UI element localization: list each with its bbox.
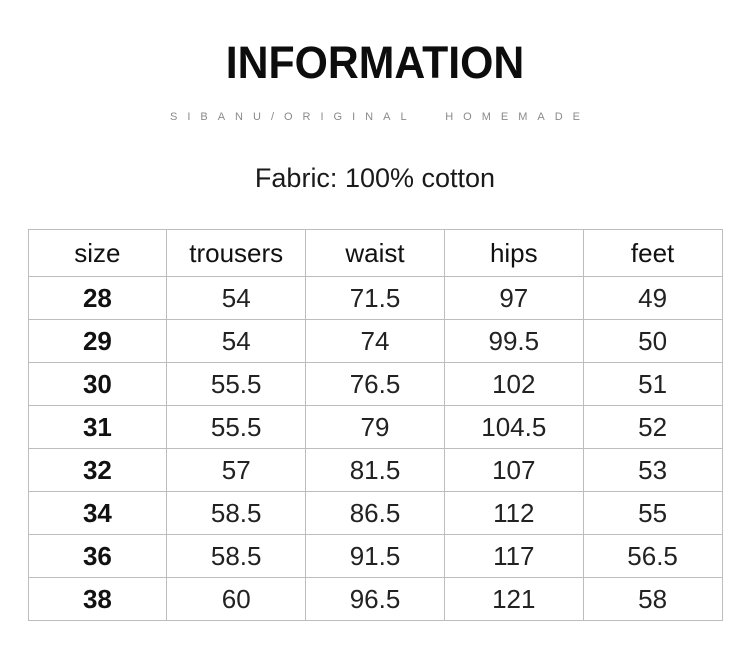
page-title: INFORMATION bbox=[225, 37, 525, 88]
table-row: 28 54 71.5 97 49 bbox=[27, 276, 723, 320]
value-cell: 76.5 bbox=[305, 362, 445, 406]
size-table-body: 28 54 71.5 97 49 29 54 74 99.5 50 30 55.5 76.5 102 51 3… bbox=[27, 276, 723, 621]
value-cell: 60 bbox=[166, 577, 307, 621]
value-cell: 102 bbox=[443, 362, 584, 406]
table-row: 32 57 81.5 107 53 bbox=[27, 448, 723, 492]
column-header-waist: waist bbox=[305, 229, 445, 277]
size-cell: 32 bbox=[27, 448, 168, 492]
value-cell: 49 bbox=[582, 276, 723, 320]
value-cell: 54 bbox=[166, 276, 307, 320]
size-chart-table: size trousers waist hips feet 28 54 71.5 97… bbox=[27, 229, 723, 621]
value-cell: 96.5 bbox=[305, 577, 445, 621]
value-cell: 55.5 bbox=[166, 362, 307, 406]
table-row: 38 60 96.5 121 58 bbox=[27, 577, 723, 621]
value-cell: 79 bbox=[305, 405, 445, 449]
brand-subtitle: SIBANU/ORIGINAL HOMEMADE bbox=[169, 111, 590, 123]
value-cell: 117 bbox=[443, 534, 584, 578]
value-cell: 86.5 bbox=[305, 491, 445, 535]
value-cell: 91.5 bbox=[305, 534, 445, 578]
value-cell: 52 bbox=[582, 405, 723, 449]
value-cell: 104.5 bbox=[443, 405, 584, 449]
value-cell: 56.5 bbox=[582, 534, 723, 578]
value-cell: 121 bbox=[443, 577, 584, 621]
size-cell: 30 bbox=[27, 362, 168, 406]
value-cell: 58.5 bbox=[166, 534, 307, 578]
fabric-note: Fabric: 100% cotton bbox=[254, 163, 496, 193]
value-cell: 53 bbox=[582, 448, 723, 492]
value-cell: 58.5 bbox=[166, 491, 307, 535]
table-row: 29 54 74 99.5 50 bbox=[27, 319, 723, 363]
value-cell: 81.5 bbox=[305, 448, 445, 492]
table-row: 34 58.5 86.5 112 55 bbox=[27, 491, 723, 535]
column-header-hips: hips bbox=[443, 229, 584, 277]
table-row: 36 58.5 91.5 117 56.5 bbox=[27, 534, 723, 578]
value-cell: 74 bbox=[305, 319, 445, 363]
size-cell: 36 bbox=[27, 534, 168, 578]
size-cell: 34 bbox=[27, 491, 168, 535]
table-header-row: size trousers waist hips feet bbox=[27, 229, 723, 277]
column-header-size: size bbox=[27, 229, 168, 277]
size-cell: 29 bbox=[27, 319, 168, 363]
value-cell: 107 bbox=[443, 448, 584, 492]
table-row: 31 55.5 79 104.5 52 bbox=[27, 405, 723, 449]
value-cell: 50 bbox=[582, 319, 723, 363]
value-cell: 71.5 bbox=[305, 276, 445, 320]
value-cell: 54 bbox=[166, 319, 307, 363]
size-cell: 38 bbox=[27, 577, 168, 621]
value-cell: 97 bbox=[443, 276, 584, 320]
value-cell: 57 bbox=[166, 448, 307, 492]
column-header-feet: feet bbox=[582, 229, 723, 277]
value-cell: 55 bbox=[582, 491, 723, 535]
value-cell: 58 bbox=[582, 577, 723, 621]
size-cell: 31 bbox=[27, 405, 168, 449]
value-cell: 55.5 bbox=[166, 405, 307, 449]
table-row: 30 55.5 76.5 102 51 bbox=[27, 362, 723, 406]
value-cell: 99.5 bbox=[443, 319, 584, 363]
size-cell: 28 bbox=[27, 276, 168, 320]
column-header-trousers: trousers bbox=[166, 229, 307, 277]
value-cell: 112 bbox=[443, 491, 584, 535]
value-cell: 51 bbox=[582, 362, 723, 406]
